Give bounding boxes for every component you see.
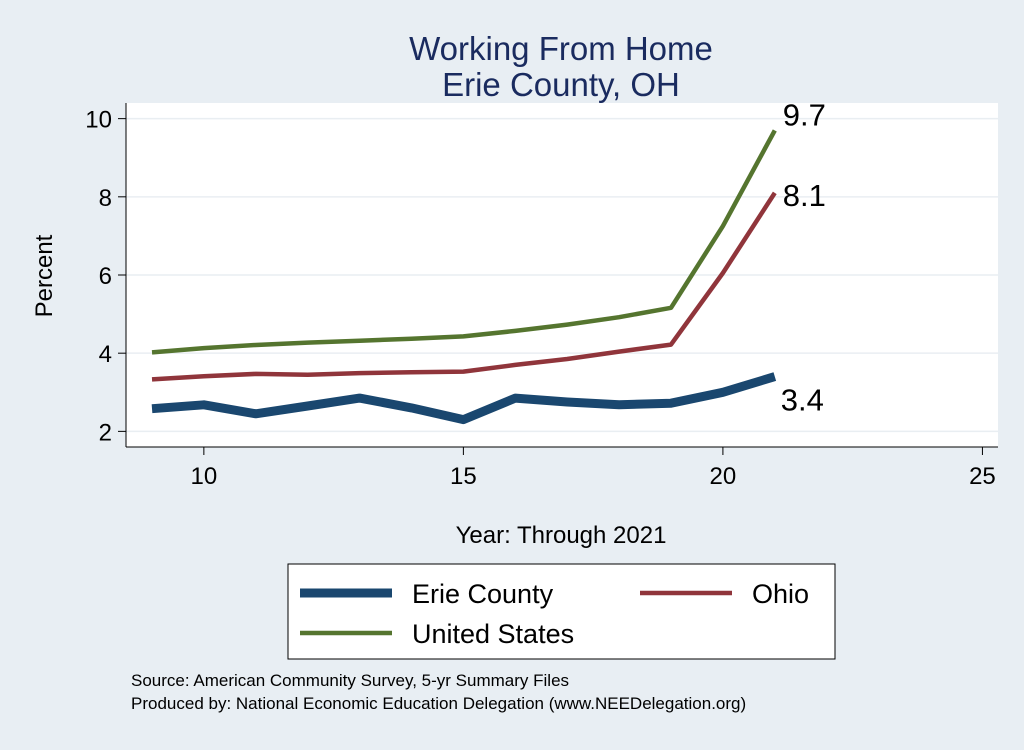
y-tick-label: 10	[85, 107, 112, 134]
source-note-line-2: Produced by: National Economic Education…	[131, 694, 746, 713]
y-tick-label: 2	[99, 419, 112, 446]
x-tick-label: 25	[969, 463, 996, 490]
series-line-ohio	[151, 191, 777, 382]
end-label-erie-county: 3.4	[781, 383, 824, 418]
y-tick-label: 8	[99, 185, 112, 212]
legend: Erie County Ohio United States	[300, 579, 809, 649]
legend-label-united-states: United States	[412, 619, 574, 649]
x-tick-label: 20	[710, 463, 737, 490]
x-tick-label: 10	[191, 463, 218, 490]
x-tick-label: 15	[450, 463, 477, 490]
series-line-erie-county	[151, 372, 777, 425]
y-tick-label: 4	[99, 341, 112, 368]
axis-ticks: 2 4 6 8 10 10 15 20 25	[85, 107, 995, 490]
legend-box	[287, 563, 836, 660]
chart-title-line-2: Erie County, OH	[442, 66, 680, 103]
end-labels: 9.7 8.1 3.4	[781, 97, 826, 417]
x-axis-label: Year: Through 2021	[456, 522, 667, 549]
y-tick-label: 6	[99, 263, 112, 290]
grid-lines	[126, 117, 998, 433]
y-axis-label: Percent	[31, 234, 58, 317]
legend-label-erie-county: Erie County	[412, 579, 554, 609]
end-label-ohio: 8.1	[783, 178, 826, 213]
series-lines	[151, 129, 777, 425]
legend-label-ohio: Ohio	[752, 579, 809, 609]
source-note-line-1: Source: American Community Survey, 5-yr …	[131, 671, 569, 690]
series-line-united-states	[151, 129, 777, 355]
chart-title-line-1: Working From Home	[409, 30, 713, 67]
end-label-united-states: 9.7	[783, 97, 826, 132]
